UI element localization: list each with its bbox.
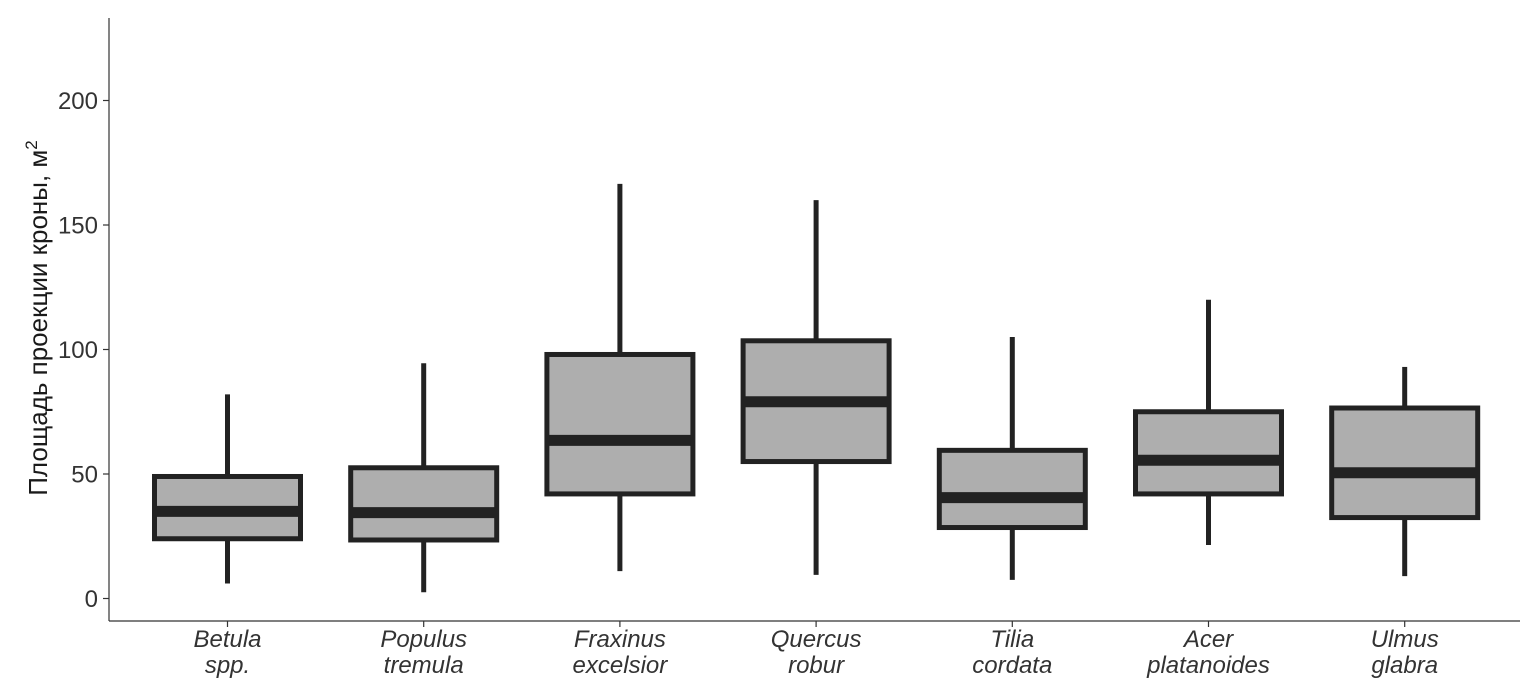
y-axis-title-text: Площадь проекции кроны, м (23, 150, 53, 496)
x-tick-label: Acer (1182, 626, 1234, 653)
x-tick-label: cordata (972, 652, 1052, 679)
iqr-box (1329, 405, 1481, 521)
plot-area (152, 183, 1481, 593)
iqr-box (1133, 409, 1284, 497)
x-tick-label: spp. (205, 652, 250, 679)
box-group (348, 363, 500, 593)
y-axis-title: Площадь проекции кроны, м2 (22, 140, 53, 496)
box-group (1329, 366, 1481, 577)
x-tick-label: tremula (384, 652, 464, 679)
axes (108, 18, 1520, 622)
box-group (936, 337, 1088, 580)
x-tick-label: Tilia (990, 626, 1034, 653)
y-tick-label: 50 (71, 462, 98, 489)
x-tick-label: Quercus (771, 626, 862, 653)
box-group (152, 394, 303, 584)
y-tick-label: 100 (58, 337, 98, 364)
x-tick-label: Betula (193, 626, 261, 653)
x-tick-label: Fraxinus (574, 626, 666, 653)
iqr-box (544, 351, 696, 497)
x-tick-label: robur (788, 652, 845, 679)
x-tick-label: glabra (1371, 652, 1438, 679)
y-ticks: 0 50 100 150 200 (58, 88, 109, 613)
iqr-box (348, 465, 500, 543)
x-tick-label: platanoides (1146, 652, 1270, 679)
x-tick-label: Ulmus (1371, 626, 1439, 653)
iqr-box (936, 447, 1088, 531)
box-group (544, 183, 696, 572)
x-tick-label: excelsior (573, 652, 669, 679)
y-tick-label: 0 (85, 586, 98, 613)
box-group (1133, 299, 1284, 545)
y-tick-label: 200 (58, 88, 98, 115)
y-tick-label: 150 (58, 213, 98, 240)
y-axis-title-superscript: 2 (22, 140, 41, 149)
box-group (740, 200, 892, 575)
x-tick-label: Populus (380, 626, 467, 653)
